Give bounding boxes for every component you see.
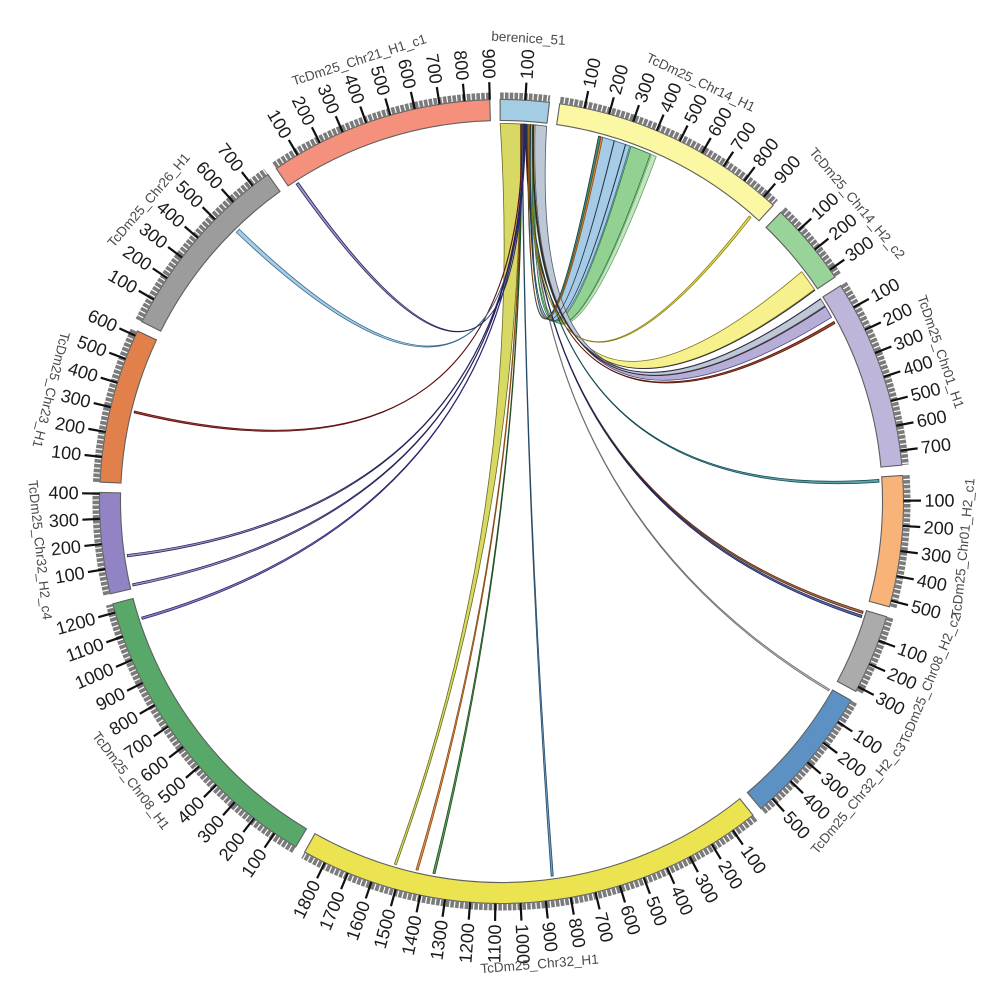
- svg-text:700: 700: [920, 434, 952, 458]
- svg-text:700: 700: [422, 52, 446, 85]
- svg-text:100: 100: [517, 49, 539, 80]
- svg-text:1000: 1000: [512, 924, 534, 965]
- svg-text:100: 100: [53, 563, 86, 588]
- svg-text:300: 300: [48, 510, 79, 531]
- svg-text:900: 900: [478, 48, 499, 79]
- svg-text:200: 200: [923, 517, 954, 539]
- svg-text:400: 400: [48, 483, 78, 504]
- svg-text:berenice_51: berenice_51: [491, 29, 566, 48]
- svg-text:800: 800: [450, 49, 473, 81]
- svg-text:1200: 1200: [455, 922, 478, 963]
- svg-text:100: 100: [50, 441, 82, 464]
- svg-text:1100: 1100: [484, 924, 505, 963]
- svg-text:100: 100: [924, 491, 954, 511]
- svg-text:200: 200: [50, 536, 82, 559]
- svg-text:300: 300: [920, 544, 952, 568]
- svg-text:900: 900: [538, 921, 561, 953]
